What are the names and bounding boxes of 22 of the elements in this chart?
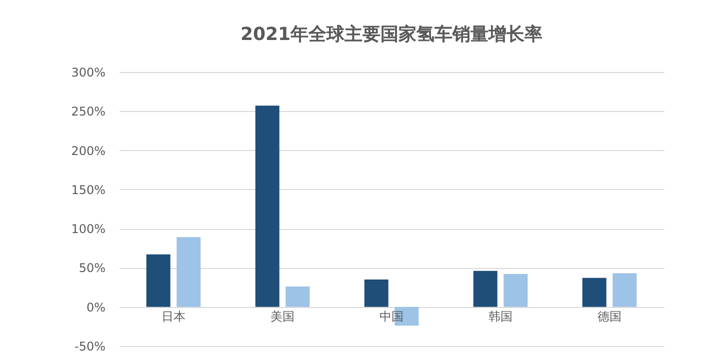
x-tick-label: 德国 bbox=[598, 309, 622, 324]
y-tick-label: 200% bbox=[71, 144, 106, 158]
bar bbox=[473, 270, 498, 307]
x-tick-label: 日本 bbox=[162, 309, 186, 324]
y-tick-label: 0% bbox=[86, 300, 106, 314]
bar bbox=[255, 106, 280, 307]
bar bbox=[146, 254, 170, 307]
x-tick-label: 韩国 bbox=[488, 309, 512, 324]
bar bbox=[176, 237, 201, 307]
x-tick-label: 美国 bbox=[270, 309, 294, 324]
chart-title: 2021年全球主要国家氢车销量增长率 bbox=[240, 24, 543, 45]
y-tick-label: 100% bbox=[71, 222, 106, 236]
y-tick-label: 300% bbox=[71, 66, 106, 80]
bar bbox=[582, 278, 606, 307]
y-tick-label: -50% bbox=[74, 340, 106, 354]
y-tick-label: 150% bbox=[71, 182, 106, 197]
bar bbox=[612, 273, 637, 307]
bar bbox=[286, 286, 310, 307]
y-tick-label: 50% bbox=[78, 261, 106, 276]
bar bbox=[504, 274, 528, 307]
bar bbox=[364, 279, 388, 307]
y-tick-label: 250% bbox=[71, 104, 106, 119]
